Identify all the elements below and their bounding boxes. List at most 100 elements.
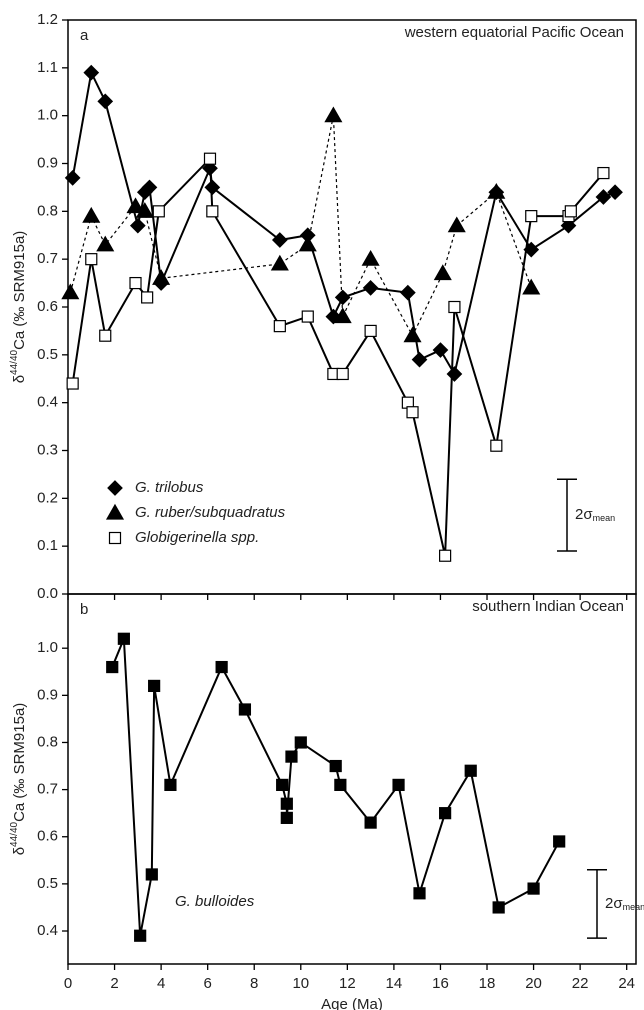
- square-marker: [439, 549, 452, 562]
- x-tick-label: 10: [292, 975, 309, 992]
- y-tick-label: 0.8: [37, 202, 58, 219]
- x-tick-label: 14: [386, 975, 403, 992]
- triangle-marker: [135, 202, 154, 218]
- y-label-sup: 44/40: [9, 821, 20, 846]
- diamond-marker: [334, 289, 351, 306]
- square-marker: [553, 835, 566, 848]
- square-marker: [448, 300, 461, 314]
- y-tick-label: 0.4: [37, 922, 58, 939]
- legend-marker: [108, 531, 122, 545]
- error-label-main: 2σ: [575, 506, 593, 523]
- square-marker: [134, 929, 147, 942]
- square-marker: [164, 778, 177, 791]
- square-marker: [215, 660, 228, 674]
- x-tick-label: 20: [525, 975, 542, 992]
- triangle-marker: [487, 182, 506, 199]
- square-marker: [439, 807, 452, 820]
- panel-title: southern Indian Ocean: [472, 598, 624, 615]
- x-tick-label: 22: [572, 975, 589, 992]
- plot-frame: [67, 593, 637, 965]
- y-label-rest: Ca (‰ SRM915a): [11, 231, 28, 350]
- y-label-prefix: δ: [11, 847, 28, 855]
- triangle-marker: [433, 264, 452, 281]
- error-label: 2σmean: [605, 895, 644, 912]
- y-tick-label: 1.1: [37, 59, 58, 76]
- diamond-marker: [64, 170, 81, 186]
- square-marker: [413, 887, 426, 900]
- diamond-marker: [595, 189, 612, 205]
- x-tick-label: 0: [64, 975, 72, 992]
- series-line: [71, 69, 616, 377]
- square-marker: [145, 868, 158, 881]
- square-marker: [490, 439, 503, 452]
- panel-label: b: [80, 601, 88, 618]
- diamond-marker: [607, 184, 623, 201]
- square-marker: [527, 882, 540, 895]
- square-marker: [392, 778, 405, 791]
- y-tick-label: 0.7: [37, 781, 58, 798]
- diamond-marker: [400, 284, 416, 301]
- square-marker: [85, 253, 98, 266]
- triangle-marker: [270, 254, 289, 271]
- y-label-rest: Ca (‰ SRM915a): [11, 703, 28, 822]
- y-tick-label: 0.6: [37, 828, 58, 845]
- y-tick-label: 0.9: [37, 686, 58, 703]
- y-axis-label: δ44/40Ca (‰ SRM915a): [9, 703, 28, 856]
- y-tick-label: 1.0: [37, 107, 58, 124]
- error-label: 2σmean: [575, 506, 615, 523]
- y-axis-label: δ44/40Ca (‰ SRM915a): [9, 231, 28, 384]
- square-marker: [276, 778, 289, 791]
- square-marker: [492, 901, 505, 914]
- legend-label: G. ruber/subquadratus: [135, 504, 286, 521]
- y-tick-label: 1.2: [37, 11, 58, 28]
- square-marker: [152, 205, 165, 218]
- triangle-marker: [403, 326, 422, 343]
- square-marker: [203, 152, 217, 165]
- diamond-marker: [97, 93, 114, 110]
- y-tick-label: 1.0: [37, 639, 58, 656]
- legend-label: Globigerinella spp.: [135, 529, 259, 546]
- triangle-marker: [152, 269, 171, 285]
- x-tick-label: 16: [432, 975, 449, 992]
- diamond-marker: [129, 217, 146, 234]
- triangle-marker: [324, 106, 343, 123]
- square-marker: [141, 291, 154, 304]
- square-marker: [406, 406, 419, 419]
- square-marker: [525, 210, 538, 223]
- square-marker: [99, 329, 112, 342]
- square-marker: [464, 764, 477, 777]
- error-label-sub: mean: [593, 513, 616, 523]
- square-marker: [364, 324, 377, 338]
- diamond-marker: [271, 232, 288, 248]
- legend-marker: [105, 503, 125, 520]
- y-tick-label: 0.0: [37, 585, 58, 602]
- triangle-marker: [96, 235, 115, 252]
- x-tick-label: 4: [157, 975, 165, 992]
- square-marker: [66, 377, 79, 390]
- y-tick-label: 0.9: [37, 154, 58, 171]
- square-marker: [148, 679, 161, 693]
- y-tick-label: 0.3: [37, 441, 58, 458]
- x-tick-label: 18: [479, 975, 496, 992]
- square-marker: [334, 778, 347, 791]
- x-tick-label: 24: [618, 975, 635, 992]
- diamond-marker: [362, 280, 379, 296]
- triangle-marker: [361, 249, 380, 266]
- x-tick-label: 2: [110, 975, 118, 992]
- series-label: G. bulloides: [175, 893, 255, 910]
- legend-label: G. trilobus: [135, 479, 204, 496]
- y-tick-label: 0.2: [37, 489, 58, 506]
- triangle-marker: [126, 197, 145, 214]
- diamond-marker: [446, 366, 463, 382]
- square-marker: [294, 736, 307, 749]
- square-marker: [329, 759, 342, 773]
- y-tick-label: 0.1: [37, 537, 58, 554]
- triangle-marker: [522, 278, 541, 295]
- square-marker: [301, 310, 314, 323]
- diamond-marker: [83, 64, 100, 81]
- legend-marker: [107, 480, 123, 496]
- x-tick-label: 12: [339, 975, 356, 992]
- y-tick-label: 0.7: [37, 250, 58, 267]
- y-tick-label: 0.5: [37, 346, 58, 363]
